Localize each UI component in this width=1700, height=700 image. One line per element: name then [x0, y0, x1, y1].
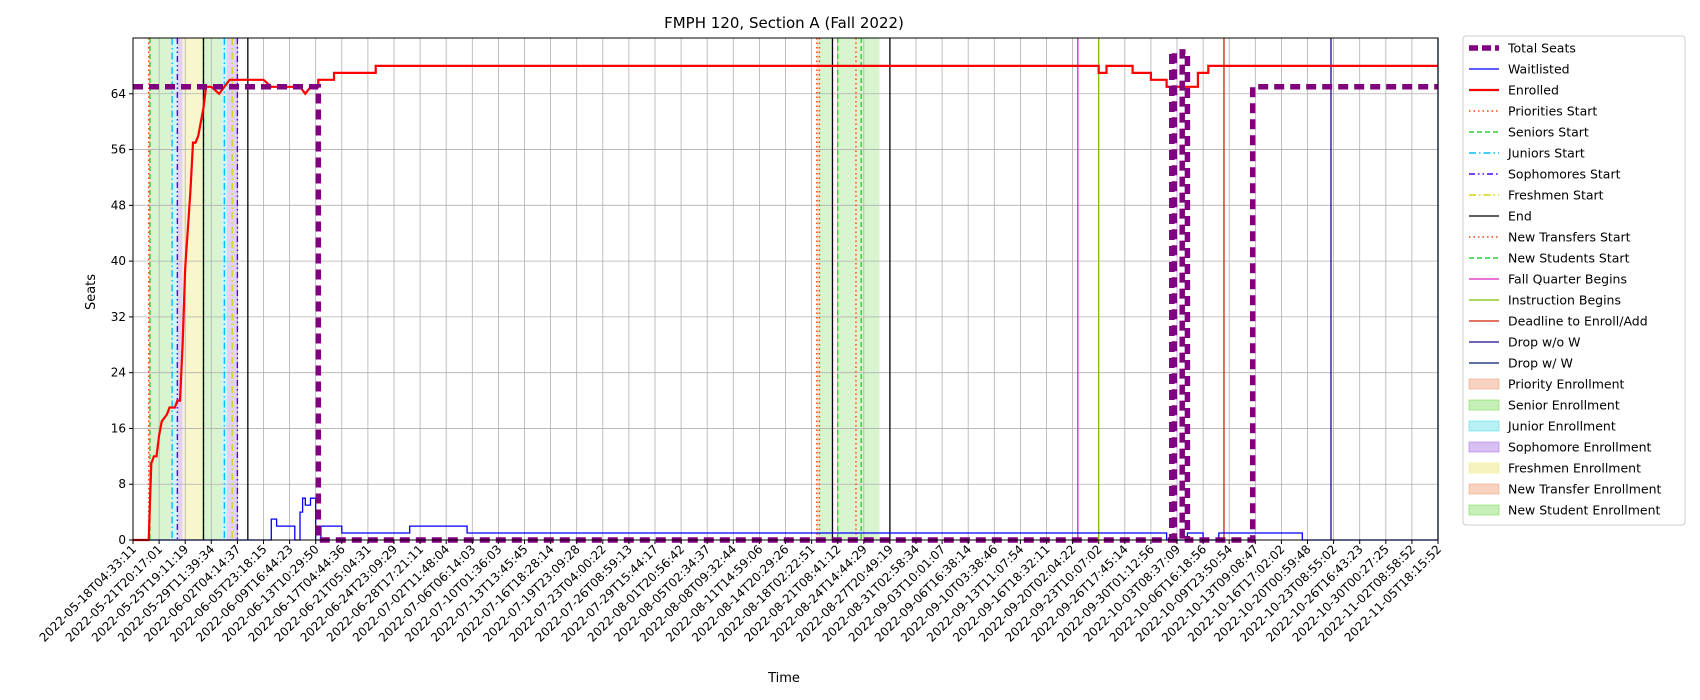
chart-title: FMPH 120, Section A (Fall 2022): [664, 14, 904, 32]
legend-label: Deadline to Enroll/Add: [1508, 314, 1648, 329]
legend-label: Freshmen Start: [1508, 188, 1604, 203]
span-2: [172, 38, 178, 540]
legend-label: Drop w/ W: [1508, 356, 1573, 371]
legend-label: Freshmen Enrollment: [1508, 461, 1641, 476]
legend-patch-1: [1468, 399, 1500, 411]
legend-label: End: [1508, 209, 1532, 224]
y-tick-label: 24: [111, 366, 126, 380]
y-tick-label: 64: [111, 87, 126, 101]
span-6: [819, 38, 833, 540]
legend-patch-5: [1468, 483, 1500, 495]
y-tick-label: 56: [111, 143, 126, 157]
y-tick-label: 48: [111, 198, 126, 212]
x-axis-ticks: 2022-05-18T04:33:112022-05-21T20:17:0120…: [37, 540, 1444, 645]
legend-label: Juniors Start: [1507, 146, 1585, 161]
span-6: [203, 38, 222, 540]
y-axis-label: Seats: [84, 274, 99, 310]
data-series: [133, 49, 1438, 543]
legend-label: Instruction Begins: [1508, 293, 1621, 308]
legend-patch-0: [1468, 378, 1500, 390]
legend-label: New Transfers Start: [1508, 230, 1631, 245]
legend-label: Sophomores Start: [1508, 167, 1621, 182]
legend-patch-2: [1468, 420, 1500, 432]
legend-label: Priority Enrollment: [1508, 377, 1625, 392]
y-axis-ticks: 0 8 16 24 32 40 48 56 64: [111, 87, 133, 547]
enrollment-spans: [148, 38, 880, 540]
legend-label: Total Seats: [1507, 41, 1576, 56]
legend-patch-6: [1468, 504, 1500, 516]
y-tick-label: 16: [111, 421, 126, 435]
span-4: [182, 38, 204, 540]
grid: [132, 38, 1439, 541]
span-3: [177, 38, 183, 540]
legend-frame: [1462, 35, 1686, 526]
legend-label: New Transfer Enrollment: [1508, 482, 1662, 497]
legend-label: Enrolled: [1508, 83, 1559, 98]
y-tick-label: 8: [118, 477, 126, 491]
event-lines: [147, 38, 1439, 540]
legend: Total Seats Waitlisted Enrolled Priorities …: [1462, 35, 1686, 526]
y-tick-label: 32: [111, 310, 126, 324]
legend-label: Senior Enrollment: [1508, 398, 1620, 413]
legend-label: Waitlisted: [1508, 62, 1570, 77]
legend-label: Seniors Start: [1508, 125, 1589, 140]
legend-label: Priorities Start: [1508, 104, 1597, 119]
legend-label: Fall Quarter Begins: [1508, 272, 1627, 287]
y-tick-label: 40: [111, 254, 126, 268]
legend-label: New Students Start: [1508, 251, 1630, 266]
legend-label: Junior Enrollment: [1507, 419, 1616, 434]
span-5: [816, 38, 820, 540]
span-6: [837, 38, 880, 540]
y-tick-label: 0: [118, 533, 126, 547]
legend-patch-3: [1468, 441, 1500, 453]
x-axis-label: Time: [767, 671, 800, 686]
span-1: [151, 38, 173, 540]
legend-label: Sophomore Enrollment: [1508, 440, 1652, 455]
legend-label: New Student Enrollment: [1508, 503, 1660, 518]
legend-patch-4: [1468, 462, 1500, 474]
legend-label: Drop w/o W: [1508, 335, 1580, 350]
